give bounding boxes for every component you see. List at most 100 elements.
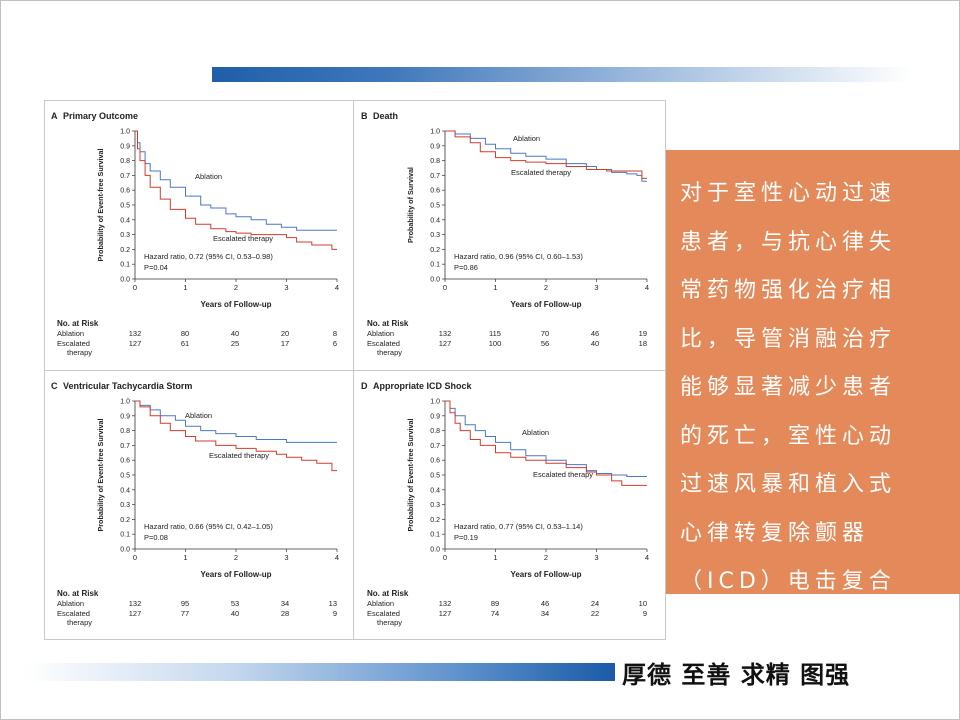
risk-row-label: Escalated [367, 609, 400, 618]
y-tick-label: 0.6 [430, 458, 440, 465]
risk-value-escalated: 127 [129, 609, 142, 618]
y-tick-label: 0.3 [430, 502, 440, 509]
series-label-escalated: Escalated therapy [533, 470, 593, 479]
p-value: P=0.08 [144, 533, 168, 542]
y-axis-label: Probability of Event-free Survival [96, 418, 105, 531]
risk-value-escalated: 28 [281, 609, 289, 618]
y-tick-label: 0.6 [120, 188, 130, 195]
y-tick-label: 0.6 [120, 458, 130, 465]
km-chart-b: B Death 0.0 0.1 0.2 0.3 0.4 0.5 0.6 0.7 0.8 0.9 1.0 0… [361, 111, 649, 357]
risk-row-label: Ablation [367, 599, 394, 608]
x-tick-label: 2 [544, 553, 548, 562]
risk-value-escalated: 9 [643, 609, 647, 618]
footer-gradient-bar [25, 663, 615, 681]
y-tick-label: 1.0 [430, 129, 440, 136]
y-tick-label: 0.8 [120, 428, 130, 435]
y-tick-label: 0.5 [430, 473, 440, 480]
risk-value-ablation: 115 [489, 329, 501, 338]
series-label-ablation: Ablation [513, 134, 540, 143]
y-tick-label: 0.2 [120, 517, 130, 524]
y-tick-label: 0.9 [430, 413, 440, 420]
risk-table-header: No. at Risk [367, 319, 409, 328]
risk-row-label: Escalated [57, 339, 90, 348]
y-tick-label: 0.9 [430, 143, 440, 150]
x-axis-label: Years of Follow-up [510, 300, 581, 309]
y-tick-label: 0.7 [430, 173, 440, 180]
risk-value-escalated: 127 [439, 609, 452, 618]
y-tick-label: 0.1 [120, 262, 130, 269]
chart-title: Primary Outcome [63, 111, 138, 121]
risk-value-escalated: 74 [491, 609, 499, 618]
km-chart-c: C Ventricular Tachycardia Storm 0.0 0.1 0.2 0… [51, 381, 339, 627]
risk-table-header: No. at Risk [367, 589, 409, 598]
risk-value-escalated: 40 [591, 339, 599, 348]
y-tick-label: 0.0 [430, 547, 440, 554]
x-tick-label: 3 [594, 553, 598, 562]
risk-row-label: Ablation [367, 329, 394, 338]
summary-text: 对于室性心动过速患者，与抗心律失常药物强化治疗相比，导管消融治疗能够显著减少患者… [680, 181, 897, 643]
risk-value-escalated: 100 [489, 339, 502, 348]
x-tick-label: 3 [594, 283, 598, 292]
x-tick-label: 1 [493, 553, 497, 562]
risk-row-label: therapy [377, 348, 402, 357]
risk-value-escalated: 25 [231, 339, 239, 348]
y-tick-label: 0.5 [120, 473, 130, 480]
risk-value-ablation: 132 [129, 599, 142, 608]
p-value: P=0.19 [454, 533, 478, 542]
risk-value-ablation: 20 [281, 329, 289, 338]
hazard-ratio: Hazard ratio, 0.77 (95% CI, 0.53–1.14) [454, 522, 583, 531]
panel-c: C Ventricular Tachycardia Storm 0.0 0.1 0.2 0… [45, 371, 353, 639]
series-label-escalated: Escalated therapy [511, 168, 571, 177]
risk-value-escalated: 40 [231, 609, 239, 618]
risk-value-ablation: 132 [439, 599, 452, 608]
y-tick-label: 0.3 [120, 232, 130, 239]
summary-box: 对于室性心动过速患者，与抗心律失常药物强化治疗相比，导管消融治疗能够显著减少患者… [666, 150, 960, 643]
y-tick-label: 1.0 [430, 399, 440, 406]
chart-title: Death [373, 111, 398, 121]
risk-value-escalated: 127 [439, 339, 452, 348]
risk-row-label: therapy [67, 618, 92, 627]
p-value: P=0.86 [454, 263, 478, 272]
panel-letter: C [51, 381, 58, 391]
hazard-ratio: Hazard ratio, 0.72 (95% CI, 0.53–0.98) [144, 252, 273, 261]
risk-value-escalated: 17 [281, 339, 289, 348]
risk-value-ablation: 13 [329, 599, 337, 608]
risk-value-escalated: 127 [129, 339, 142, 348]
header-gradient-bar [212, 67, 912, 82]
series-line-escalated [135, 130, 337, 250]
x-tick-label: 4 [645, 553, 649, 562]
series-line-escalated [445, 400, 647, 486]
risk-value-ablation: 95 [181, 599, 189, 608]
y-tick-label: 0.3 [120, 502, 130, 509]
x-tick-label: 0 [133, 553, 137, 562]
y-tick-label: 0.5 [120, 203, 130, 210]
y-tick-label: 0.1 [430, 532, 440, 539]
p-value: P=0.04 [144, 263, 168, 272]
y-tick-label: 0.7 [120, 173, 130, 180]
x-tick-label: 0 [443, 283, 447, 292]
risk-table-header: No. at Risk [57, 319, 99, 328]
y-tick-label: 1.0 [120, 129, 130, 136]
x-tick-label: 1 [183, 553, 187, 562]
series-line-escalated [135, 400, 337, 472]
chart-title: Ventricular Tachycardia Storm [63, 381, 192, 391]
risk-row-label: Escalated [57, 609, 90, 618]
series-label-ablation: Ablation [522, 428, 549, 437]
y-axis-label: Probability of Survival [406, 167, 415, 243]
risk-value-ablation: 34 [281, 599, 289, 608]
y-tick-label: 1.0 [120, 399, 130, 406]
risk-value-escalated: 18 [639, 339, 647, 348]
hazard-ratio: Hazard ratio, 0.96 (95% CI, 0.60–1.53) [454, 252, 583, 261]
panel-divider-horizontal [45, 370, 665, 371]
y-tick-label: 0.1 [120, 532, 130, 539]
y-tick-label: 0.3 [430, 232, 440, 239]
chart-title: Appropriate ICD Shock [373, 381, 473, 391]
x-tick-label: 2 [544, 283, 548, 292]
x-tick-label: 0 [443, 553, 447, 562]
y-tick-label: 0.6 [430, 188, 440, 195]
x-tick-label: 3 [284, 553, 288, 562]
y-tick-label: 0.2 [430, 517, 440, 524]
series-label-escalated: Escalated therapy [209, 451, 269, 460]
risk-table-header: No. at Risk [57, 589, 99, 598]
risk-value-escalated: 61 [181, 339, 189, 348]
